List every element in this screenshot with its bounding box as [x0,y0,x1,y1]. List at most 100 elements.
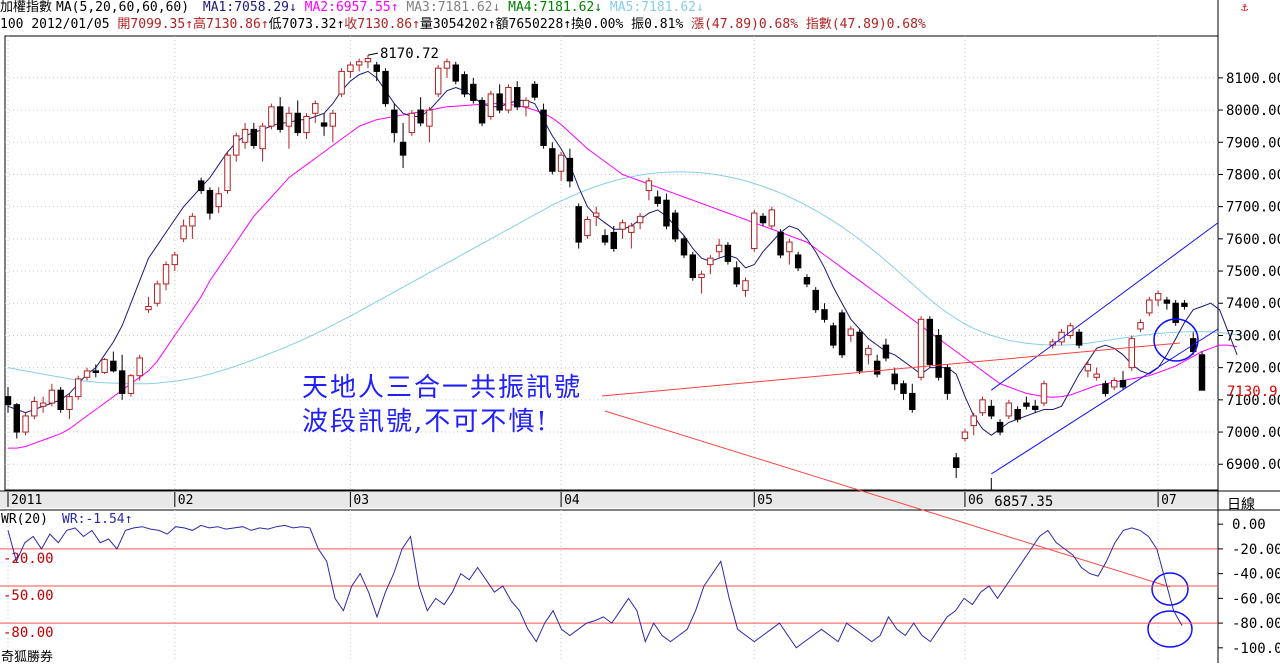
anchor-icon[interactable]: ⚓ [1241,0,1249,14]
candle-body [233,135,240,156]
ma2-line [8,103,1238,449]
header-line-2: 100 2012/01/05 開7099.35↑高7130.86↑低7073.3… [0,17,926,33]
candle-120 [1058,329,1065,346]
xtick-label-1: 02 [178,493,194,508]
candle-39 [347,61,354,78]
candle-body [338,70,345,95]
wr-ytick-label-1: -20.00 [1232,542,1280,558]
last-price-label: 7130.9 [1227,384,1278,400]
candle-body [312,103,319,114]
highlight-circle-wr-1 [1151,572,1189,606]
candle-73 [645,177,653,201]
candle-74 [654,190,661,207]
candle-18 [162,261,170,291]
candle-19 [171,251,179,272]
candle-22 [197,177,205,194]
candle-42 [373,61,380,82]
candle-69 [610,225,618,252]
candle-body [672,212,679,240]
candle-133 [1172,300,1179,326]
ma3-value: MA3:7181.62 [406,0,493,15]
candle-51 [452,61,459,85]
ma1-line [7,70,1238,436]
candle-130 [1146,296,1153,317]
open-arrow: ↑ [185,17,194,32]
candle-25 [224,151,231,194]
candle-body [891,373,898,385]
ma5-value: MA5:7181.62 [609,0,696,15]
ytick-label-6: 7500.00 [1226,264,1280,280]
candle-27 [241,122,249,149]
candle-body [285,112,293,127]
candle-body [812,289,819,311]
candle-29 [259,122,266,162]
highlight-circle-wr-2 [1147,610,1193,648]
candle-121 [1067,322,1074,339]
xtick-label-6: 07 [1161,493,1177,508]
candle-0 [4,386,12,413]
candle-44 [391,103,398,143]
candle-body [154,283,161,304]
candle-16 [145,296,152,313]
wr-ref-label-2: -80.00 [3,625,54,641]
candle-129 [1137,319,1144,333]
candle-body [917,318,925,378]
candle-3 [31,396,38,420]
ma1-value: MA1:7058.29 [202,0,289,15]
candle-body [645,180,653,192]
candle-body [742,280,749,291]
change-value: 漲(47.89)0.68% [691,17,799,32]
candle-body [206,190,214,214]
wr-ytick-label-2: -40.00 [1232,567,1280,583]
candle-98 [865,345,872,365]
candle-body [768,209,776,227]
candle-body [794,254,802,269]
xtick-label-2: 03 [353,493,369,508]
price-annotation-0: 8170.72 [380,46,439,62]
candle-body [180,225,187,240]
candle-body [830,325,837,346]
candle-body [909,392,916,411]
candle-body [513,87,521,108]
candle-76 [672,209,679,243]
low-arrow: ↑ [336,17,345,32]
candle-body [549,148,556,172]
candle-body [241,128,249,143]
timeframe-label[interactable]: 日線 [1227,497,1255,513]
candle-20 [180,219,187,243]
xtick-label-5: 06 [968,493,984,508]
candle-5 [48,383,56,407]
candle-body [1058,331,1065,343]
candle-72 [636,213,644,230]
candle-body [1172,302,1179,324]
candle-body [434,67,442,95]
amount-arrow: ↑ [563,17,572,32]
drawn-trend-lines: 8170.72 6857.35 [367,46,1219,648]
candle-body [1005,402,1013,417]
candle-1 [13,403,21,439]
candle-body [171,254,179,266]
candle-124 [1093,367,1100,381]
candle-body [961,431,969,439]
candle-24 [215,187,222,214]
candle-body [856,331,863,372]
open-value: 開7099.35 [117,17,186,32]
candle-45 [399,122,407,169]
stock-code: 100 [0,17,24,32]
candle-body [303,115,310,134]
candle-body [707,257,714,266]
annotation-line-2: 波段訊號,不可不慎! [302,407,549,437]
candle-body [926,318,934,365]
candle-75 [663,193,670,230]
candle-89 [786,238,793,265]
candle-body [1067,325,1074,336]
candle-2 [22,412,29,436]
candle-body [110,360,117,372]
date-axis: 2011 02 03 04 05 06 07 [7,492,1177,508]
candle-body [461,74,468,95]
candle-8 [75,375,82,400]
candlesticks [4,55,1206,478]
candle-33 [294,100,301,136]
candle-body [698,273,705,278]
candle-body [83,370,91,378]
